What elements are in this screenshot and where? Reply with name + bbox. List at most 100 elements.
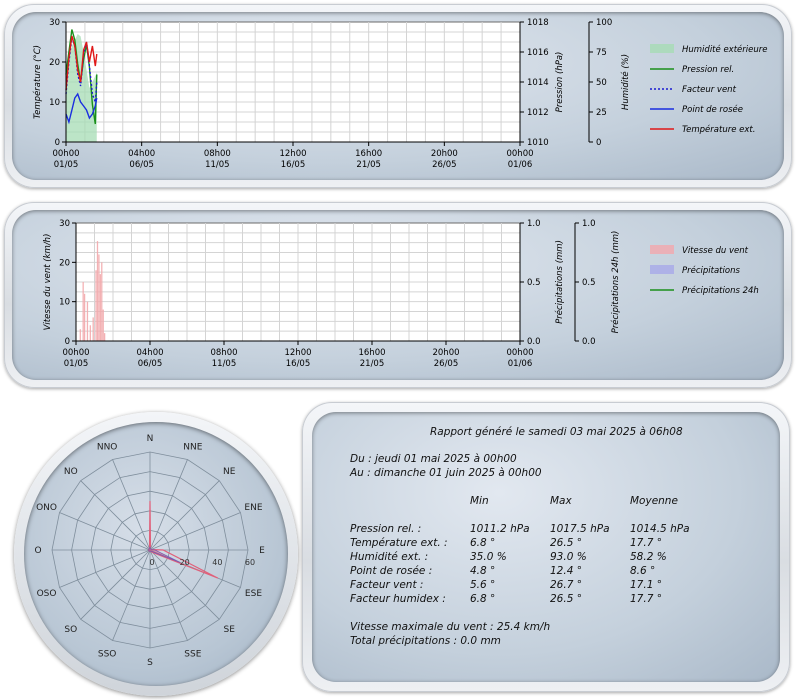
rose-direction-label: S: [147, 658, 153, 668]
bar-vitesse-du-vent: [92, 317, 94, 341]
x-tick-date-label: 21/05: [356, 160, 381, 170]
rose-spoke: [80, 549, 151, 620]
x-tick-date-label: 16/05: [281, 160, 306, 170]
report-row-label: Facteur vent :: [350, 579, 424, 591]
x-tick-label: 00h00: [506, 348, 533, 358]
legend-label-humidite-exterieure: Humidité extérieure: [682, 44, 767, 55]
x-tick-date-label: 06/05: [138, 359, 163, 369]
y-tick-label: 0: [596, 138, 601, 148]
report-panel: Rapport généré le samedi 03 mai 2025 à 0…: [302, 402, 790, 692]
legend-label-point-de-rosee: Point de rosée: [682, 104, 743, 115]
report-header-avg: Moyenne: [630, 495, 678, 507]
rose-spoke: [59, 549, 151, 588]
y-tick-label: 1010: [527, 138, 549, 148]
rose-spoke: [149, 512, 241, 551]
rose-spoke: [149, 459, 188, 551]
x-tick-label: 12h00: [279, 149, 306, 159]
rose-direction-label: NNO: [97, 443, 118, 453]
wind-rain-chart-panel: 0 10 20 30 Vitesse du vent (km/h) 0.0 0.5 1.0 Pr…: [4, 202, 792, 388]
report-row-label: Pression rel. :: [350, 523, 422, 535]
y-tick-label: 1018: [527, 18, 549, 28]
x-tick-date-label: 21/05: [360, 359, 385, 369]
x-tick-date-label: 26/05: [434, 359, 459, 369]
report-row-max: 12.4 °: [550, 565, 582, 577]
rose-direction-label: ENE: [244, 503, 262, 513]
x-tick-label: 08h00: [204, 149, 231, 159]
report-row-min: 6.8 °: [470, 593, 496, 605]
x-tick-label: 08h00: [210, 348, 237, 358]
x-tick-label: 00h00: [52, 149, 79, 159]
y-axis-label-y-right1: Pression (hPa): [555, 52, 565, 113]
y-tick-label: 0.5: [527, 278, 541, 288]
x-tick-date-label: 01/05: [54, 160, 79, 170]
legend-label-precipitations: Précipitations: [682, 265, 740, 276]
report-row-avg: 17.7 °: [630, 593, 662, 605]
rose-frequency-polygon: [148, 546, 181, 563]
report-row-max: 1017.5 hPa: [550, 523, 610, 535]
series-point-de-rosee: [65, 92, 98, 125]
bar-vitesse-du-vent: [86, 301, 89, 341]
rose-spoke: [112, 549, 151, 641]
report-header-max: Max: [550, 495, 572, 507]
rose-direction-label: SSE: [184, 649, 201, 659]
y-tick-label: 1.0: [582, 219, 596, 229]
report-row-max: 26.5 °: [550, 593, 582, 605]
y-axis-label-y-right1: Précipitations (mm): [554, 240, 565, 324]
bar-vitesse-du-vent: [89, 325, 91, 341]
rose-radial-tick-label: 0: [149, 558, 154, 567]
y-tick-label: 100: [596, 18, 612, 28]
weather-chart-panel: 0 10 20 30 Température (°C) 1010 1012 1014 1016 1…: [4, 4, 792, 188]
legend-label-facteur-vent: Facteur vent: [682, 85, 737, 95]
rose-spoke: [149, 549, 188, 641]
x-tick-label: 16h00: [355, 149, 382, 159]
x-tick-label: 20h00: [432, 348, 459, 358]
y-tick-label: 20: [49, 58, 60, 68]
rose-direction-label: SSO: [98, 649, 117, 659]
y-tick-label: 50: [596, 78, 607, 88]
rose-radial-tick-label: 20: [180, 558, 190, 567]
x-tick-date-label: 11/05: [205, 160, 230, 170]
report-row-max: 93.0 %: [550, 551, 587, 563]
rose-radial-tick-label: 40: [212, 558, 222, 567]
report-rain-total: Total précipitations : 0.0 mm: [350, 635, 501, 647]
x-tick-label: 00h00: [506, 149, 533, 159]
bar-vitesse-du-vent: [79, 329, 81, 341]
rose-direction-label: NO: [64, 467, 78, 477]
report-row-label: Humidité ext. :: [350, 551, 429, 563]
report-period-from: Du : jeudi 01 mai 2025 à 00h00: [350, 453, 517, 465]
x-tick-label: 16h00: [358, 348, 385, 358]
report-row-max: 26.7 °: [550, 579, 582, 591]
rose-direction-label: ONO: [36, 503, 57, 513]
report-row-label: Température ext. :: [350, 537, 448, 549]
x-tick-date-label: 26/05: [432, 160, 457, 170]
rose-spoke: [149, 480, 220, 551]
y-axis-label-left: Température (°C): [32, 45, 43, 119]
report-row-label: Point de rosée :: [350, 565, 433, 577]
series-temperature-ext: [65, 35, 98, 91]
report-row-avg: 8.6 °: [630, 565, 656, 577]
y-tick-label: 10: [49, 98, 60, 108]
rose-direction-label: E: [259, 546, 265, 556]
rose-direction-label: NE: [223, 467, 236, 477]
x-tick-date-label: 06/05: [129, 160, 154, 170]
x-tick-label: 04h00: [136, 348, 163, 358]
x-tick-date-label: 16/05: [286, 359, 311, 369]
report-row-label: Facteur humidex :: [350, 593, 446, 605]
report-row-avg: 58.2 %: [630, 551, 667, 563]
y-axis-label-left: Vitesse du vent (km/h): [43, 234, 53, 331]
x-tick-label: 12h00: [284, 348, 311, 358]
y-tick-label: 20: [59, 258, 70, 268]
y-tick-label: 0.5: [582, 278, 596, 288]
report-row-min: 4.8 °: [470, 565, 496, 577]
bar-vitesse-du-vent: [102, 309, 104, 341]
rose-direction-label: OSO: [37, 589, 57, 599]
bar-vitesse-du-vent: [82, 282, 84, 341]
y-tick-label: 75: [596, 48, 607, 58]
y-tick-label: 0: [55, 138, 60, 148]
y-tick-label: 0.0: [582, 337, 596, 347]
report-wind-max: Vitesse maximale du vent : 25.4 km/h: [350, 621, 551, 633]
report-period-to: Au : dimanche 01 juin 2025 à 00h00: [350, 467, 542, 479]
report-row-min: 35.0 %: [470, 551, 507, 563]
y-tick-label: 30: [49, 18, 60, 28]
bar-vitesse-du-vent: [83, 293, 86, 341]
